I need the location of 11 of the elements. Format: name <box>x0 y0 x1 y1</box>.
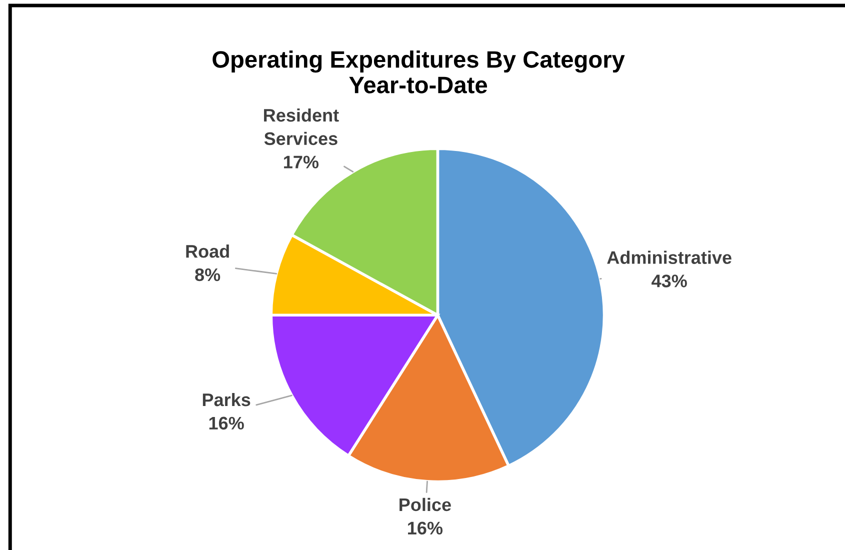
slice-label: Police <box>400 498 451 512</box>
data-label: 16% <box>209 416 244 430</box>
slice-label: Resident Services <box>264 108 339 146</box>
data-label: 43% <box>652 274 687 288</box>
slice-label: Parks <box>202 392 250 406</box>
data-label: 17% <box>284 156 319 168</box>
data-label: 16% <box>408 522 443 534</box>
slice-label: Administrative <box>607 250 732 264</box>
chart-title: Operating Expenditures By Category Year-to-Date <box>212 50 625 94</box>
slice-label: Road <box>186 244 229 258</box>
data-label: 8% <box>195 268 220 282</box>
